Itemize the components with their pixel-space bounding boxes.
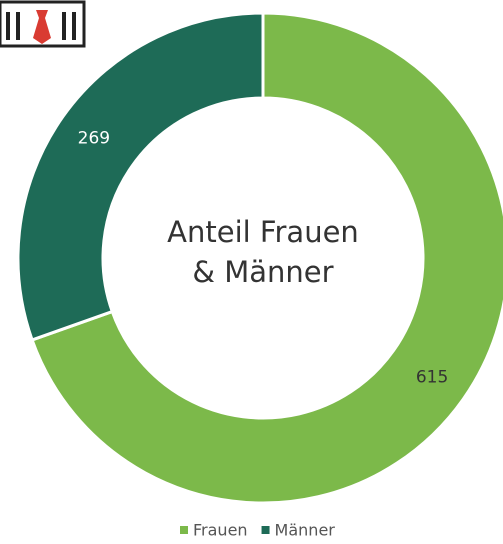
data-label: 269 xyxy=(78,129,110,149)
legend-swatch xyxy=(261,526,270,534)
slice xyxy=(16,11,265,342)
slice xyxy=(30,11,503,505)
data-label: 615 xyxy=(416,367,448,387)
center-label: & Männer xyxy=(192,255,333,289)
legend-swatch xyxy=(180,526,188,534)
center-label: Anteil Frauen xyxy=(167,215,359,249)
icon xyxy=(0,0,86,48)
legend-label: Männer xyxy=(275,521,336,540)
legend-label: Frauen xyxy=(193,521,248,540)
